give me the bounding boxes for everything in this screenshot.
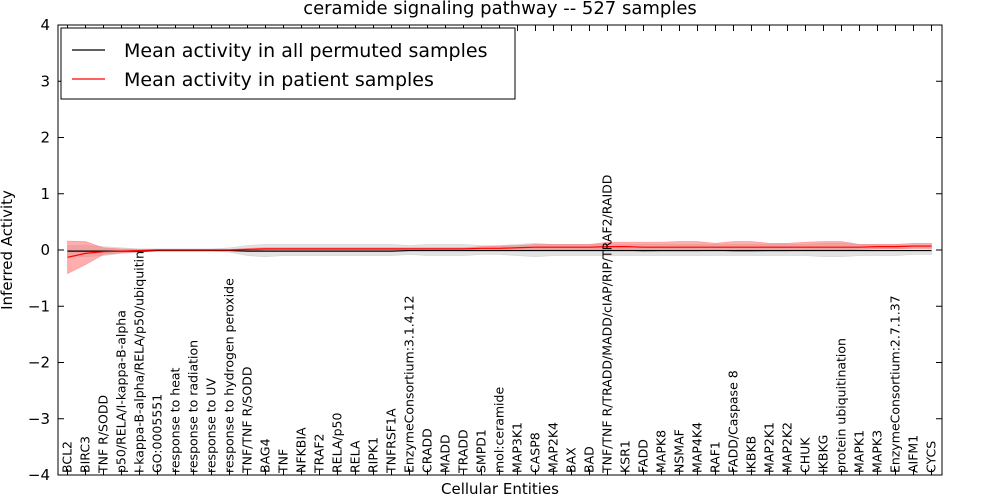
y-tick-label: −3 (28, 410, 50, 428)
x-tick-label: BCL2 (60, 441, 75, 473)
x-tick-label: IKBKG (816, 435, 831, 473)
x-tick-label: CYCS (924, 441, 939, 473)
chart-title: ceramide signaling pathway -- 527 sample… (303, 0, 697, 19)
x-tick-label: BAD (582, 446, 597, 473)
y-axis: −4 −3 −2 −1 0 1 2 3 4 (28, 16, 942, 484)
x-tick-label: FADD (636, 439, 651, 473)
x-tick-label: MAP2K1 (762, 422, 777, 473)
y-tick-label: −2 (28, 354, 50, 372)
y-axis-label: Inferred Activity (0, 190, 16, 310)
x-tick-label: MAPK1 (852, 430, 867, 473)
x-tick-label: GO:0005551 (150, 394, 165, 473)
y-tick-label: 2 (40, 129, 50, 147)
y-tick-label: 0 (40, 241, 50, 259)
legend-label-permuted: Mean activity in all permuted samples (124, 40, 487, 62)
x-tick-label: RIPK1 (366, 437, 381, 473)
legend-frame (60, 27, 516, 100)
x-tick-label: TRADD (456, 429, 471, 474)
y-tick-label: −4 (28, 466, 50, 484)
x-tick-label: protein ubiquitination (834, 338, 849, 473)
x-tick-label: MAP2K2 (780, 422, 795, 473)
x-tick-label: RELA (348, 440, 363, 473)
x-tick-label: SMPD1 (474, 429, 489, 473)
x-tick-label: mol:ceramide (492, 387, 507, 473)
x-tick-label: p50/RELA/I-kappa-B-alpha (114, 310, 129, 473)
x-tick-label: TNF (276, 449, 291, 474)
x-tick-label: NSMAF (672, 429, 687, 473)
x-tick-label: TNF R/SODD (96, 395, 111, 474)
x-tick-label: MAP3K1 (510, 422, 525, 473)
x-tick-label: TNF/TNF R/SODD (240, 367, 255, 474)
x-tick-label: CASP8 (528, 432, 543, 473)
legend-label-patient: Mean activity in patient samples (124, 69, 434, 91)
x-tick-label: KSR1 (618, 440, 633, 473)
x-tick-label: I-kappa-B-alpha/RELA/p50/ubiquitin (132, 251, 147, 473)
x-tick-label: MAPK8 (654, 430, 669, 473)
patient-mean-line (67, 245, 932, 258)
x-tick-label: TRAF2 (312, 433, 327, 474)
x-tick-label: IKBKB (744, 436, 759, 473)
x-tick-label: MAP2K4 (546, 422, 561, 473)
x-tick-label: MAP4K4 (690, 422, 705, 473)
x-tick-label: MAPK3 (870, 430, 885, 473)
x-axis: BCL2 BIRC3 TNF R/SODD p50/RELA/I-kappa-B-al… (60, 25, 939, 475)
x-tick-label: FADD/Caspase 8 (726, 370, 741, 473)
y-tick-label: −1 (28, 297, 50, 315)
x-axis-label: Cellular Entities (441, 480, 559, 498)
y-tick-label: 4 (40, 16, 50, 34)
x-tick-label: response to heat (168, 367, 183, 473)
x-tick-label: BAG4 (258, 438, 273, 473)
legend: Mean activity in all permuted samples Me… (60, 27, 516, 100)
x-tick-label: MADD (438, 434, 453, 473)
x-tick-label: response to hydrogen peroxide (222, 278, 237, 473)
x-tick-label: TNFRSF1A (384, 408, 399, 474)
x-tick-label: NFKBIA (294, 427, 309, 473)
x-tick-label: BAX (564, 447, 579, 473)
x-tick-label: CHUK (798, 437, 813, 473)
x-tick-label: response to radiation (186, 340, 201, 473)
y-tick-label: 3 (40, 72, 50, 90)
x-tick-label: RAF1 (708, 441, 723, 473)
x-tick-label: TNF/TNF R/TRADD/MADD/cIAP/RIP/TRAF2/RAID… (600, 175, 615, 474)
x-tick-label: CRADD (420, 428, 435, 473)
x-tick-label: response to UV (204, 378, 219, 473)
patient-band (67, 240, 932, 275)
y-tick-label: 1 (40, 185, 50, 203)
x-tick-label: RELA/p50 (330, 413, 345, 473)
x-tick-label: EnzymeConsortium:2.7.1.37 (888, 295, 903, 473)
x-tick-label: EnzymeConsortium:3.1.4.12 (402, 295, 417, 473)
permuted-mean-line (67, 249, 932, 252)
x-tick-label: BIRC3 (78, 436, 93, 473)
x-tick-label: AIFM1 (906, 435, 921, 473)
